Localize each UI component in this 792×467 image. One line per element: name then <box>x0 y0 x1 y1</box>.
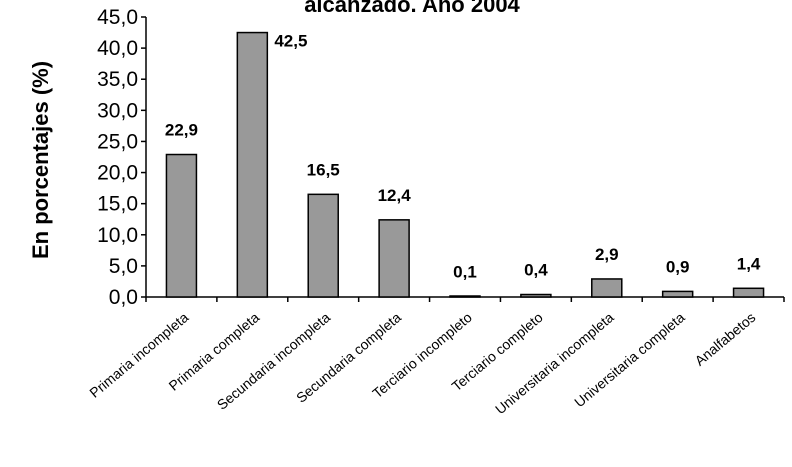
bar-6 <box>520 293 552 298</box>
bar-9 <box>732 287 765 298</box>
bar-2 <box>236 31 269 298</box>
x-tick-label: Secundaria incompleta <box>214 309 334 413</box>
bar-7 <box>591 278 623 298</box>
y-tick-label: 5,0 <box>109 255 138 278</box>
data-label: 16,5 <box>307 160 340 179</box>
y-tick-label: 40,0 <box>97 37 138 60</box>
y-tick-label: 20,0 <box>97 162 138 185</box>
y-tick-label: 15,0 <box>97 193 138 216</box>
bar-3 <box>307 193 339 298</box>
y-tick-label: 25,0 <box>97 130 138 153</box>
bar-8 <box>661 290 694 298</box>
data-label: 2,9 <box>595 245 619 264</box>
data-label: 42,5 <box>274 32 307 51</box>
data-label: 0,1 <box>453 262 477 281</box>
chart-title: alcanzado. Año 2004 <box>304 0 520 17</box>
y-axis-label: En porcentajes (%) <box>28 61 53 259</box>
y-tick-label: 45,0 <box>97 6 138 29</box>
y-tick-label: 30,0 <box>97 99 138 122</box>
data-label: 0,4 <box>524 261 548 280</box>
x-tick-label: Analfabetos <box>692 309 759 369</box>
bar-1 <box>165 153 198 298</box>
data-label: 1,4 <box>737 254 761 273</box>
y-tick-label: 0,0 <box>109 286 138 309</box>
x-tick-label: Universitaria incompleta <box>492 309 617 417</box>
y-tick-label: 10,0 <box>97 224 138 247</box>
data-label: 22,9 <box>165 121 198 140</box>
bar-4 <box>378 219 410 298</box>
data-label: 12,4 <box>378 186 412 205</box>
bar-5 <box>449 295 481 298</box>
data-label: 0,9 <box>666 257 690 276</box>
plot-area: 0,0 5,0 10,0 15,0 20,0 25,0 30,0 35,0 40,0 45,0 22… <box>86 6 785 417</box>
y-tick-label: 35,0 <box>97 68 138 91</box>
